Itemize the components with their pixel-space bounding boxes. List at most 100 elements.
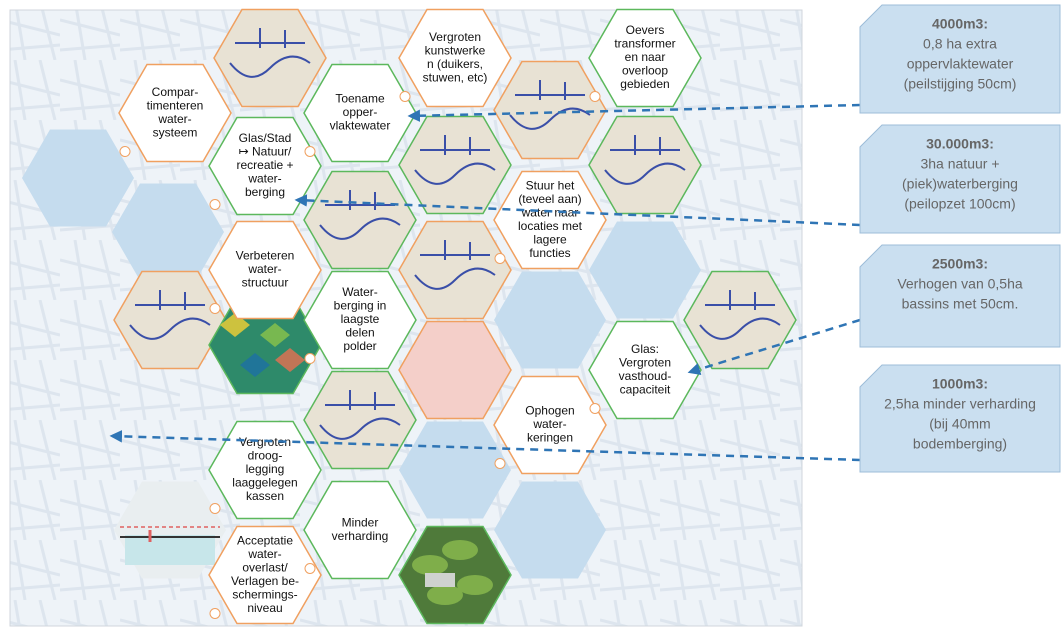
hexagon-label: laagste (341, 312, 380, 326)
callout-text: oppervlaktewater (907, 56, 1014, 72)
hexagon-label: water- (532, 417, 566, 431)
callout-text: 2,5ha minder verharding (884, 396, 1036, 412)
dashed-arrow (407, 103, 861, 123)
marker-dot (209, 607, 221, 619)
plant (442, 540, 478, 560)
callout-title: 2500m3: (932, 256, 988, 272)
dashed-arrow (109, 430, 861, 462)
hexagon-label: Water- (342, 285, 378, 299)
hexagon-label: berging (245, 185, 285, 199)
marker-dot (589, 402, 601, 414)
hexagon-label: verharding (332, 529, 389, 543)
marker-dot (494, 252, 506, 264)
hexagon (213, 8, 327, 108)
plant (457, 575, 493, 595)
hexagon (118, 63, 232, 163)
marker-dot (304, 562, 316, 574)
hexagon-label: Glas/Stad (239, 131, 292, 145)
sketch (699, 290, 781, 340)
hexagon (398, 220, 512, 320)
hexagon-label: water- (247, 547, 281, 561)
marker-dot (589, 90, 601, 102)
callout-text: bassins met 50cm. (902, 296, 1019, 312)
hexagon-label: Compar- (152, 85, 199, 99)
stone (425, 573, 455, 587)
sketch (414, 135, 496, 185)
hexagon-label: Stuur het (526, 178, 575, 192)
callout-text: (bij 40mm (929, 416, 990, 432)
callout-text: (piek)waterberging (902, 176, 1018, 192)
callout-title: 4000m3: (932, 16, 988, 32)
hexagon (303, 480, 417, 580)
hexagon-label: Vergroten (239, 435, 291, 449)
marker-dot (209, 502, 221, 514)
hexagon (303, 270, 417, 370)
hexagon-label: droog- (248, 449, 283, 463)
hexagon (112, 183, 224, 281)
hexagon (588, 320, 702, 420)
sketch (604, 135, 686, 185)
callout-box (859, 244, 1061, 348)
plant (427, 585, 463, 605)
hexagon-label: Vergroten (619, 355, 671, 369)
water (125, 535, 215, 565)
hexagon (208, 420, 322, 520)
sketch (229, 28, 311, 78)
marker-dot (119, 145, 131, 157)
hexagon (113, 270, 227, 370)
sketch (319, 390, 401, 440)
hexagon-label: lagere (533, 232, 567, 246)
hexagon-label: niveau (247, 601, 282, 615)
hexagon-label: overloop (622, 64, 668, 78)
hexagon (683, 270, 797, 370)
hexagon-label: ↦ Natuur/ (239, 145, 292, 159)
hexagon-label: Glas: (631, 342, 659, 356)
hexagon-label: structuur (242, 276, 289, 290)
hexagon-label: schermings- (232, 587, 297, 601)
hexagon-label: Toename (335, 92, 385, 106)
hexagon-label: opper- (343, 105, 378, 119)
hexagon-label: water- (157, 112, 191, 126)
hexagon (588, 115, 702, 215)
map-patch (275, 348, 305, 372)
marker-dot (209, 302, 221, 314)
hexagon (398, 320, 512, 420)
callout-text: (peilopzet 100cm) (904, 196, 1015, 212)
callout-title: 30.000m3: (926, 136, 994, 152)
callout-box (859, 364, 1061, 473)
callout-title: 1000m3: (932, 376, 988, 392)
hexagon (398, 115, 512, 215)
sketch (414, 240, 496, 290)
marker-dot (494, 457, 506, 469)
hexagon-label: water- (247, 172, 281, 186)
callout-box (859, 4, 1061, 114)
hexagon (303, 370, 417, 470)
hexagon (208, 220, 322, 320)
hexagon-label: gebieden (620, 77, 669, 91)
hexagon (398, 8, 512, 108)
hexagon-label: Verbeteren (236, 249, 295, 263)
marker-dot (304, 352, 316, 364)
hexagon (208, 525, 322, 625)
hexagon-label: vasthoud- (619, 369, 672, 383)
hexagon (303, 170, 417, 270)
hexagon-label: kassen (246, 489, 284, 503)
callout-text: bodemberging) (913, 436, 1007, 452)
hexagon-label: Vergroten (429, 30, 481, 44)
sketch (319, 190, 401, 240)
map-patch (240, 353, 270, 377)
map-patch (260, 323, 290, 347)
dashed-arrow (687, 318, 861, 376)
plant (412, 555, 448, 575)
hexagon-label: n (duikers, (427, 57, 483, 71)
hexagon (303, 63, 417, 163)
hexagon (208, 116, 322, 216)
hexagon-label: overlast/ (242, 560, 288, 574)
hexagon-label: Acceptatie (237, 533, 293, 547)
hexagon-label: vlaktewater (330, 119, 391, 133)
hexagon (399, 421, 511, 519)
hexagon-label: Oevers (626, 23, 665, 37)
hexagon-label: en naar (625, 50, 666, 64)
hexagon (589, 221, 701, 319)
